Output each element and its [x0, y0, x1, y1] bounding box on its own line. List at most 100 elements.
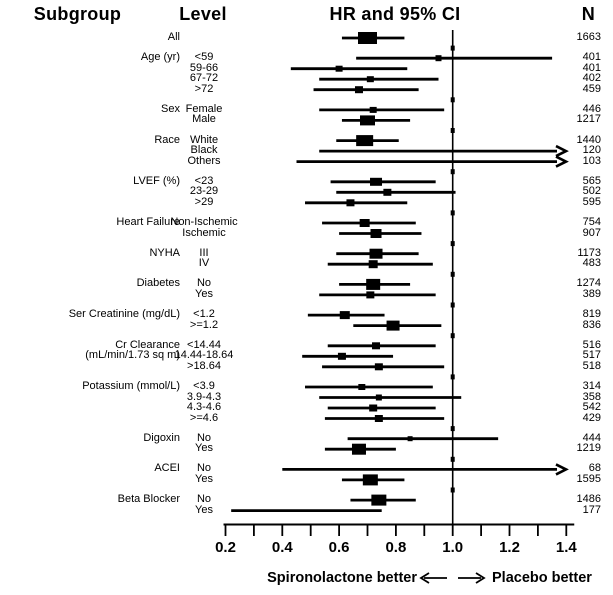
hr-point-marker: [369, 248, 383, 259]
x-axis-tick-label: 1.2: [499, 539, 520, 556]
left-arrow-head: [419, 572, 430, 584]
hr-point-marker: [375, 394, 382, 401]
column-header-subgroup: Subgroup: [33, 4, 122, 24]
hr-point-marker: [370, 229, 382, 238]
row-level-label: 59-66: [189, 61, 219, 74]
x-axis-tick-label: 0.4: [271, 539, 293, 556]
row-level-label: <1.2: [193, 308, 215, 321]
row-n-value: 754: [582, 216, 601, 228]
hr-point-marker: [362, 474, 378, 486]
row-level-label: IV: [198, 257, 210, 270]
row-n-value: 1595: [576, 472, 601, 485]
hr-point-marker: [335, 65, 343, 72]
hr-point-marker: [366, 76, 374, 83]
row-level-label: Ischemic: [182, 226, 226, 239]
hr-point-marker: [337, 352, 346, 360]
right-overflow-arrowhead: [555, 144, 569, 158]
group-label: Heart Failure: [116, 216, 180, 228]
row-n-value: 314: [582, 380, 601, 392]
row-n-value: 595: [582, 195, 601, 208]
row-n-value: 444: [582, 431, 601, 444]
row-level-label: Yes: [195, 287, 213, 300]
row-level-label: <59: [194, 51, 214, 64]
hr-point-marker: [407, 436, 413, 442]
row-n-value: 1274: [576, 277, 601, 290]
reference-line-dot: [450, 169, 455, 175]
group-label: Cr Clearance: [115, 338, 180, 351]
hr-point-marker: [366, 278, 381, 290]
hr-point-marker: [374, 363, 383, 371]
row-level-label: Female: [185, 102, 223, 115]
row-level-label: Yes: [195, 442, 213, 455]
reference-line-dot: [450, 210, 455, 216]
row-n-value: 1217: [576, 113, 601, 126]
reference-line-dot: [450, 456, 455, 462]
group-label: Race: [154, 133, 180, 146]
hr-point-marker: [368, 260, 378, 269]
group-label: Ser Creatinine (mg/dL): [68, 308, 180, 321]
spironolactone-better-label: Spironolactone better: [267, 570, 417, 586]
reference-line-dot: [450, 45, 455, 51]
column-header-hr-ci: HR and 95% CI: [329, 4, 461, 24]
hr-point-marker: [383, 188, 392, 196]
row-level-label: 3.9-4.3: [186, 390, 222, 403]
row-level-label: >=1.2: [189, 318, 219, 331]
hr-point-marker: [360, 115, 375, 126]
row-n-value: 1440: [576, 133, 601, 146]
row-level-label: White: [189, 133, 219, 146]
hr-point-marker: [371, 494, 387, 506]
row-n-value: 518: [582, 359, 601, 372]
row-n-value: 483: [582, 257, 601, 270]
row-level-label: Yes: [195, 472, 213, 485]
row-level-label: No: [196, 277, 212, 290]
right-overflow-arrowhead: [555, 155, 569, 168]
row-level-label: No: [196, 462, 212, 475]
group-label: All: [167, 31, 180, 43]
hr-point-marker: [356, 135, 374, 147]
reference-line-dot: [450, 271, 455, 277]
row-level-label: No: [196, 431, 212, 444]
hr-point-marker: [358, 32, 377, 44]
x-axis-tick-label: 1.0: [442, 539, 464, 556]
row-n-value: 401: [582, 51, 601, 64]
row-level-label: 23-29: [189, 185, 219, 198]
hr-point-marker: [359, 219, 370, 227]
row-n-value: 389: [582, 287, 601, 300]
row-level-label: <3.9: [193, 380, 215, 392]
row-level-label: >72: [194, 82, 214, 95]
row-level-label: 67-72: [189, 72, 219, 85]
row-level-label: 4.3-4.6: [186, 401, 222, 413]
row-n-value: 459: [582, 82, 601, 95]
row-n-value: 1219: [576, 442, 601, 455]
hr-point-marker: [369, 404, 378, 412]
row-level-label: Yes: [195, 503, 213, 516]
hr-point-marker: [358, 384, 366, 390]
row-n-value: 565: [582, 174, 601, 187]
column-header-level: Level: [179, 4, 227, 24]
row-n-value: 542: [582, 401, 601, 413]
row-n-value: 819: [582, 308, 601, 321]
row-level-label: Male: [192, 113, 216, 126]
group-label: NYHA: [149, 246, 180, 259]
row-n-value: 446: [582, 102, 601, 115]
row-level-label: <14.44: [187, 338, 221, 351]
row-n-value: 516: [582, 338, 601, 351]
group-label: Age (yr): [140, 51, 180, 64]
group-label: Digoxin: [143, 431, 180, 444]
row-level-label: >29: [194, 195, 214, 208]
group-label: Potassium (mmol/L): [82, 380, 180, 392]
group-label: Beta Blocker: [117, 493, 180, 506]
hr-point-marker: [339, 311, 350, 320]
column-header-n: N: [581, 4, 595, 24]
row-n-value: 103: [582, 154, 601, 167]
reference-line-dot: [450, 374, 455, 380]
hr-point-marker: [354, 86, 363, 94]
reference-line-dot: [450, 128, 455, 133]
hr-point-marker: [370, 177, 383, 186]
reference-line-dot: [450, 426, 455, 432]
hr-point-marker: [366, 291, 375, 299]
group-label-line2: (mL/min/1.73 sq m): [85, 349, 180, 362]
reference-line-dot: [450, 302, 455, 308]
